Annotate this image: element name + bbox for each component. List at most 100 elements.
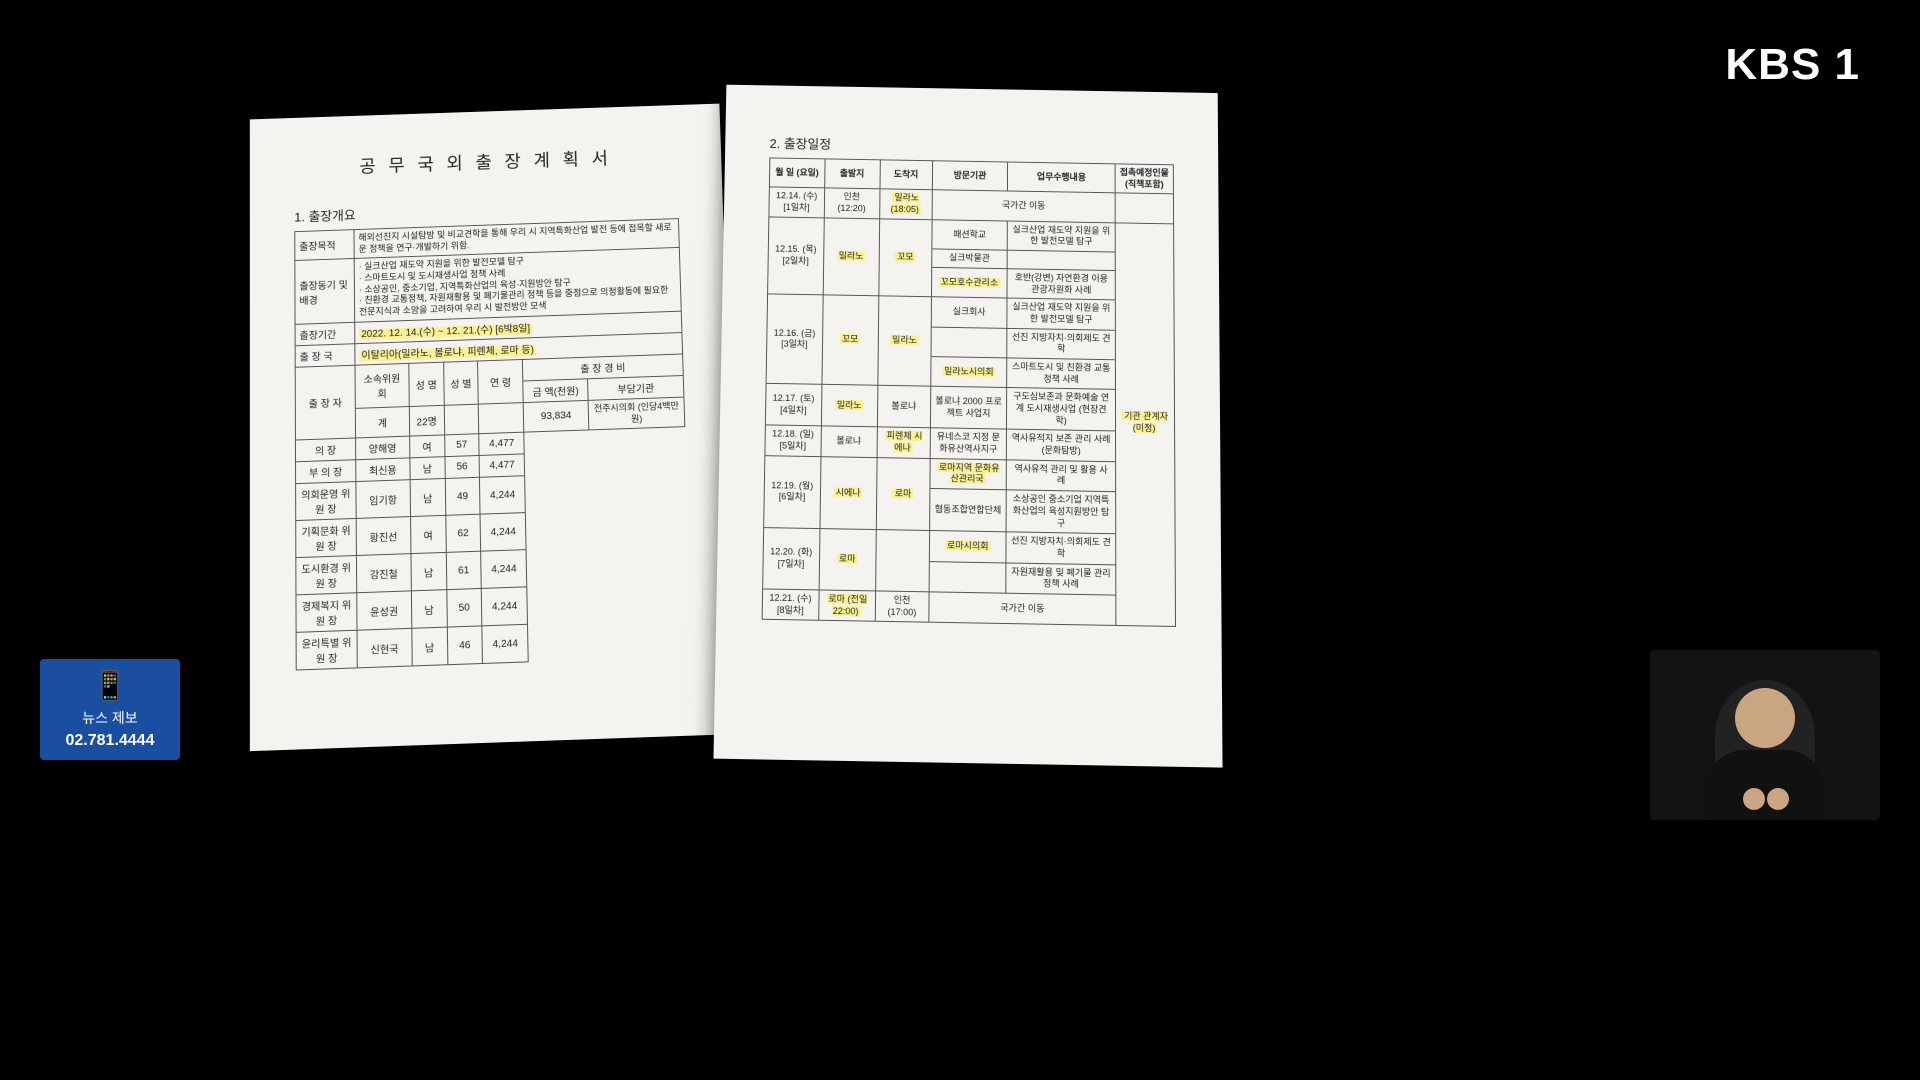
cell: 계: [355, 406, 409, 438]
cell: 꼬모호수관리소: [931, 267, 1007, 298]
channel-logo: KBS 1: [1725, 40, 1860, 90]
cell: 여: [410, 516, 445, 554]
cell: 인천 (17:00): [875, 591, 929, 623]
cell: 꼬모: [821, 295, 878, 386]
th: 접촉예정인물 (직책포함): [1115, 164, 1173, 194]
cell: 실크산업 재도약 지원을 위한 발전모델 탐구: [1007, 221, 1115, 252]
interpreter-figure: [1715, 680, 1815, 820]
cell: 로마 (전일22:00): [818, 590, 875, 622]
cell: 61: [446, 551, 482, 589]
cell-label: 출 장 자: [295, 365, 355, 440]
cell: 경제복지 위 원 장: [296, 593, 357, 633]
cell: 로마시의회: [929, 531, 1006, 563]
cell: 여: [409, 435, 444, 458]
cell-label: 출장동기 및 배경: [295, 259, 355, 324]
tip-phone: 02.781.4444: [46, 732, 174, 750]
cell: 남: [410, 479, 445, 517]
cell: 피렌체 시에나: [877, 427, 931, 458]
cell: 12.17. (토) [4일차]: [765, 384, 821, 427]
cell: 로마: [876, 457, 930, 530]
cell: 신현국: [357, 629, 412, 669]
cell: 12.19. (월) [6일차]: [764, 455, 821, 528]
cell: 남: [412, 627, 448, 666]
cell: 4,477: [479, 454, 524, 477]
th: 출발지: [824, 159, 880, 189]
cell: 의회운영 위 원 장: [296, 482, 357, 521]
cell: 인천 (12:20): [824, 188, 880, 218]
cell-label: 출장목적: [295, 230, 354, 261]
cell: 협동조합연합단체: [929, 489, 1006, 532]
cell: 12.20. (화) [7일차]: [763, 528, 820, 590]
cell: 밀라노: [877, 296, 931, 386]
page-1: 공 무 국 외 출 장 계 획 서 1. 출장개요 출장목적 해외선진지 시설탐…: [250, 104, 741, 752]
cell: 4,244: [482, 624, 528, 663]
cell-label: 출장기간: [295, 322, 355, 345]
cell: 57: [444, 434, 479, 457]
tip-label: 뉴스 제보: [46, 708, 174, 728]
th: 금 액(천원): [523, 379, 588, 403]
cell: 실크박물관: [932, 249, 1008, 269]
doc-title: 공 무 국 외 출 장 계 획 서: [294, 143, 677, 181]
cell: 부 의 장: [296, 460, 356, 484]
cell: 자원재활용 및 폐기물 관리 정책 사례: [1006, 563, 1116, 596]
cell: 12.16. (금) [3일차]: [766, 294, 823, 385]
th: 방문기관: [932, 161, 1008, 192]
cell: 양해영: [356, 436, 410, 460]
th: 성 별: [443, 361, 478, 405]
cell: 로마: [819, 529, 876, 591]
cell: 남: [410, 457, 445, 480]
cell: 밀라노: [821, 385, 878, 428]
cell: [1007, 250, 1115, 270]
cell: 선진 지방자치·의회제도 견학: [1007, 328, 1116, 360]
cell: 남: [411, 590, 447, 629]
cell: 윤리특별 위 원 장: [296, 630, 357, 670]
cell: 12.21. (수) [8일차]: [762, 589, 819, 621]
cell: 실크회사: [931, 297, 1007, 328]
cell: 소상공인 중소기업 지역특화산업의 육성지원방안 탐구: [1006, 490, 1116, 534]
th: 연 령: [478, 359, 524, 404]
cell: 꼬모: [878, 219, 932, 297]
cell: 패션학교: [932, 219, 1008, 250]
cell: 볼로냐 2000 프로젝트 사업지: [930, 386, 1007, 429]
cell: 국가간 이동: [929, 592, 1116, 626]
cell: 황진선: [356, 517, 411, 556]
page-2: 2. 출장일정 월 일 (요일)출발지도착지방문기관업무수행내용접촉예정인물 (…: [713, 85, 1222, 768]
cell: 기획문화 위 원 장: [296, 519, 357, 558]
cell: 밀라노: [823, 218, 880, 296]
cell: 도시환경 위 원 장: [296, 556, 357, 595]
cell: 역사유적 관리 및 활용 사례: [1006, 460, 1115, 492]
th: 성 명: [409, 362, 444, 406]
cell: [929, 561, 1006, 593]
cell: 시에나: [819, 456, 876, 529]
cell: [875, 530, 929, 592]
cell: 93,834: [523, 400, 589, 432]
th: 업무수행내용: [1008, 162, 1116, 193]
cell-label: 출 장 국: [295, 344, 355, 368]
schedule-table: 월 일 (요일)출발지도착지방문기관업무수행내용접촉예정인물 (직책포함) 12…: [762, 157, 1176, 627]
th: 월 일 (요일): [769, 158, 824, 188]
cell: 기관 관계자 (미정): [1115, 223, 1175, 627]
cell: 임기항: [356, 480, 411, 519]
cell: 의 장: [295, 438, 355, 462]
cell: 밀라노시의회: [931, 357, 1007, 388]
cell: 46: [447, 626, 483, 665]
cell: 밀라노 (18:05): [879, 189, 932, 219]
cell: 국가간 이동: [932, 190, 1115, 223]
cell: 최신용: [356, 458, 410, 482]
cell: 실크산업 재도약 지원을 위한 발전모델 탐구: [1007, 298, 1115, 330]
cell: 전주시의회 (인당4백만원): [588, 397, 685, 430]
news-tip-box: 📱 뉴스 제보 02.781.4444: [40, 659, 180, 760]
cell: 역사유적지 보존 관리 사례(문화탐방): [1007, 429, 1116, 461]
cell: 강진철: [356, 554, 411, 593]
cell: 50: [446, 589, 482, 628]
cell: 4,244: [482, 587, 528, 626]
cell: 12.18. (일) [5일차]: [765, 425, 821, 456]
sign-language-pip: [1650, 650, 1880, 820]
cell: 12.14. (수) [1일차]: [769, 187, 824, 217]
cell: 유네스코 지정 문화유산역사지구: [930, 428, 1007, 460]
cell: 4,477: [479, 432, 524, 455]
cell: [931, 327, 1007, 358]
cell: 56: [445, 456, 480, 479]
cell: 4,244: [481, 550, 527, 589]
th: 소속위원회: [355, 363, 409, 408]
